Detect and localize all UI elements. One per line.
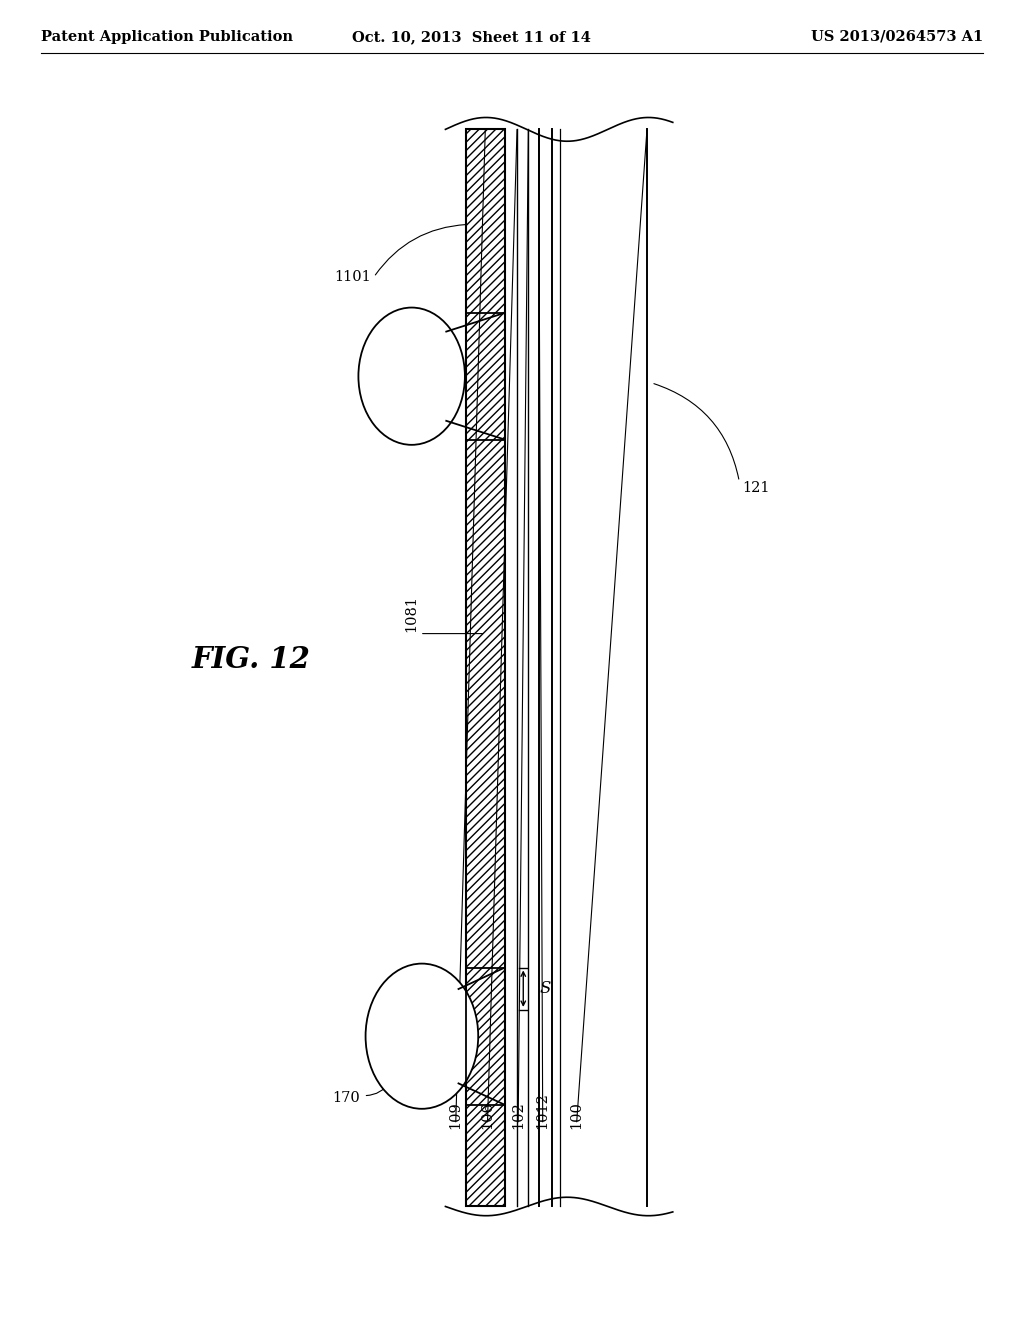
Bar <box>466 129 505 1206</box>
Circle shape <box>366 964 478 1109</box>
Text: FIG. 12: FIG. 12 <box>191 645 310 675</box>
Circle shape <box>358 308 465 445</box>
Text: 106: 106 <box>480 1101 495 1129</box>
Text: 109: 109 <box>449 1101 463 1129</box>
Text: 170: 170 <box>333 1092 360 1105</box>
Text: Patent Application Publication: Patent Application Publication <box>41 30 293 44</box>
Text: Oct. 10, 2013  Sheet 11 of 14: Oct. 10, 2013 Sheet 11 of 14 <box>351 30 591 44</box>
Text: 102: 102 <box>511 1101 525 1129</box>
Text: 1012: 1012 <box>536 1092 550 1129</box>
Text: 1081: 1081 <box>403 595 418 632</box>
Text: d: d <box>420 1018 430 1034</box>
Text: 100: 100 <box>569 1101 584 1129</box>
Text: 121: 121 <box>742 482 770 495</box>
Text: 1101: 1101 <box>334 271 371 284</box>
Text: S: S <box>540 981 551 997</box>
Text: US 2013/0264573 A1: US 2013/0264573 A1 <box>811 30 983 44</box>
